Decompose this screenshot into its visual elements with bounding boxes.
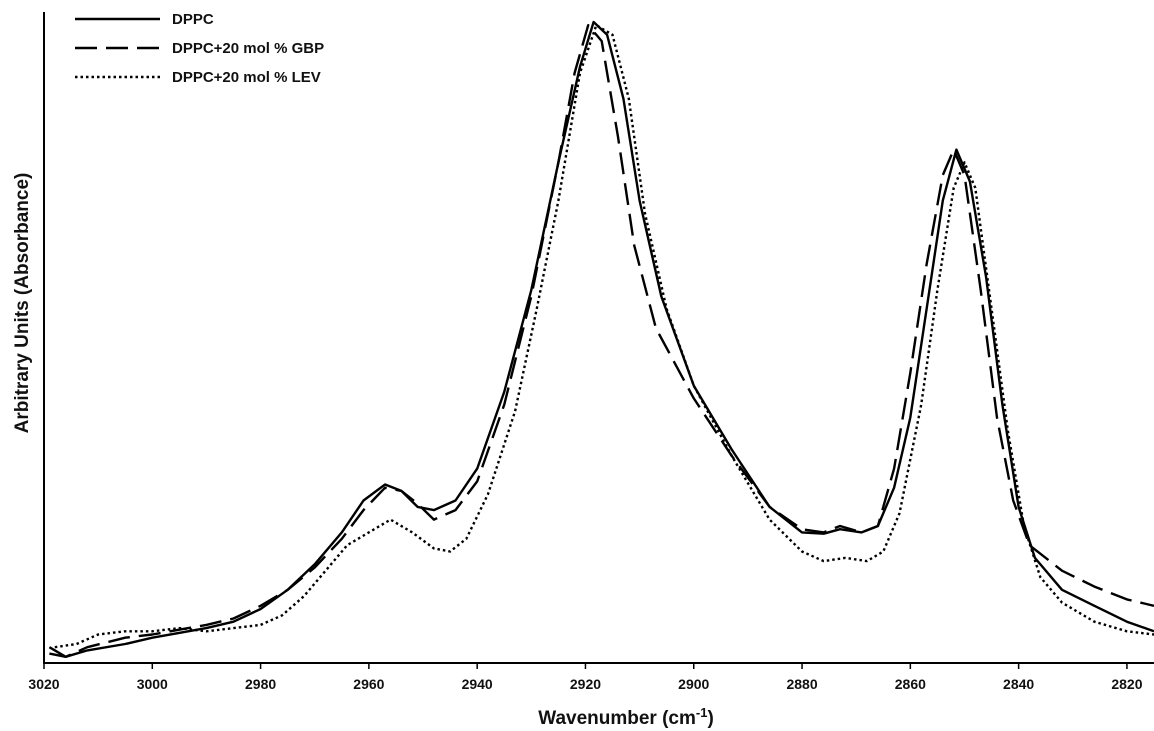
x-tick-label: 2900 <box>678 676 709 692</box>
x-tick-label: 2840 <box>1003 676 1034 692</box>
x-tick-label: 2960 <box>353 676 384 692</box>
x-tick-label: 2880 <box>786 676 817 692</box>
legend: DPPC DPPC+20 mol % GBP DPPC+20 mol % LEV <box>75 11 324 86</box>
plot-area <box>43 12 1154 664</box>
x-tick-label: 2940 <box>462 676 493 692</box>
x-tick-label: 2820 <box>1111 676 1142 692</box>
x-tick-label: 2860 <box>895 676 926 692</box>
x-tick-label: 2920 <box>570 676 601 692</box>
x-tick-label: 2980 <box>245 676 276 692</box>
x-tick-label: 3020 <box>28 676 59 692</box>
legend-label-1: DPPC <box>172 11 214 28</box>
x-ticks: 3020 3000 2980 2960 2940 2920 2900 2880 2860 2840… <box>28 663 1143 692</box>
series-line-1 <box>48 20 1154 658</box>
y-axis-title: Arbitrary Units (Absorbance) <box>12 173 33 434</box>
series-layer <box>48 20 1154 658</box>
legend-label-3: DPPC+20 mol % LEV <box>172 69 321 86</box>
series-line-2 <box>49 24 1154 658</box>
x-tick-label: 3000 <box>137 676 168 692</box>
legend-label-2: DPPC+20 mol % GBP <box>172 40 324 57</box>
x-axis-title: Wavenumber (cm-1) <box>538 705 714 729</box>
series-line-3 <box>54 24 1154 649</box>
